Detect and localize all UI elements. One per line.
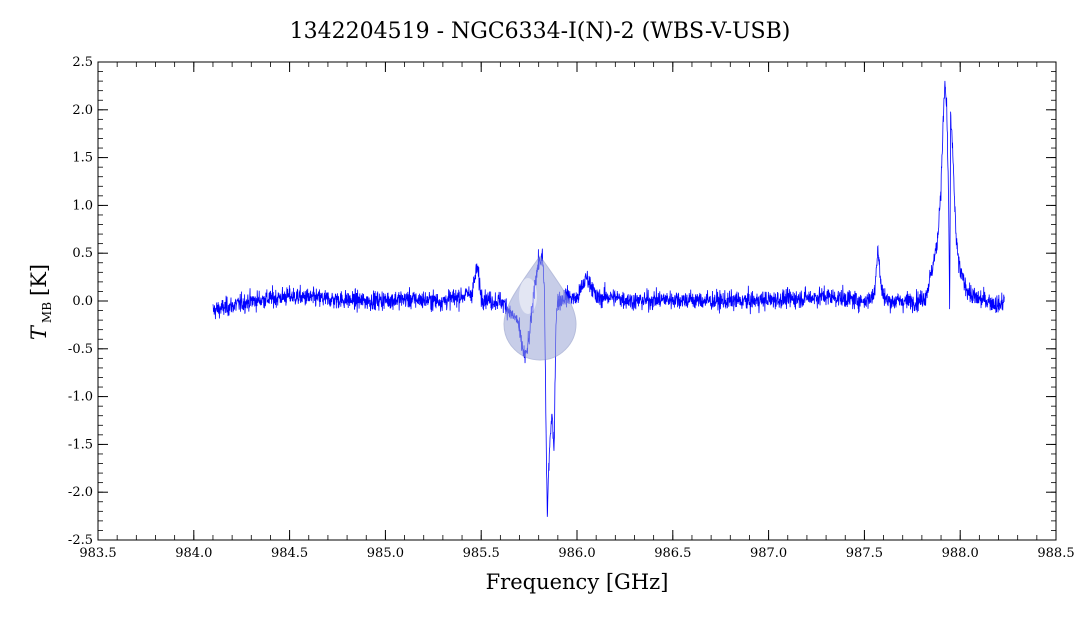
x-tick-label: 987.5: [846, 546, 883, 561]
y-axis-tick-labels: -2.5 -2.0 -1.5 -1.0 -0.5 0.0 0.5 1.0 1.5 2.0 2.5: [68, 55, 93, 548]
x-tick-label: 986.5: [654, 546, 691, 561]
x-axis-ticks: [97, 62, 1057, 540]
x-tick-label: 984.5: [271, 546, 308, 561]
x-tick-label: 987.0: [750, 546, 787, 561]
y-tick-label: 0.0: [72, 294, 93, 309]
y-tick-label: 0.5: [72, 246, 93, 261]
y-tick-label: -0.5: [68, 342, 93, 357]
y-tick-label: -2.5: [68, 533, 93, 548]
y-tick-label: 2.0: [72, 103, 93, 118]
y-tick-label: 1.0: [72, 198, 93, 213]
y-axis-label-unit: [K]: [27, 264, 51, 296]
y-axis-label-subscript: MB: [40, 302, 54, 323]
y-tick-label: -1.5: [68, 437, 93, 452]
x-tick-label: 984.0: [175, 546, 212, 561]
x-axis-label: Frequency [GHz]: [486, 570, 669, 594]
y-tick-label: -1.0: [68, 390, 93, 405]
x-tick-label: 985.5: [463, 546, 500, 561]
x-axis-tick-labels: 983.5 984.0 984.5 985.0 985.5 986.0 986.5 987.0…: [79, 546, 1074, 561]
x-tick-label: 988.5: [1037, 546, 1074, 561]
svg-text:TMB[K]: TMB [K]: [27, 264, 54, 340]
x-tick-label: 988.0: [942, 546, 979, 561]
chart-title: 1342204519 - NGC6334-I(N)-2 (WBS-V-USB): [290, 19, 791, 44]
y-tick-label: -2.0: [68, 485, 93, 500]
watermark-drop-icon: [503, 255, 577, 361]
y-axis-ticks: [98, 61, 1056, 541]
spectrum-line: [212, 80, 1005, 517]
x-tick-label: 985.0: [367, 546, 404, 561]
y-tick-label: 2.5: [72, 55, 93, 70]
y-axis-label-main: T: [27, 324, 51, 340]
spectrum-series: [212, 80, 1005, 517]
x-tick-label: 983.5: [79, 546, 116, 561]
y-tick-label: 1.5: [72, 151, 93, 166]
y-axis-label: TMB [K]: [27, 264, 54, 340]
x-tick-label: 986.0: [558, 546, 595, 561]
